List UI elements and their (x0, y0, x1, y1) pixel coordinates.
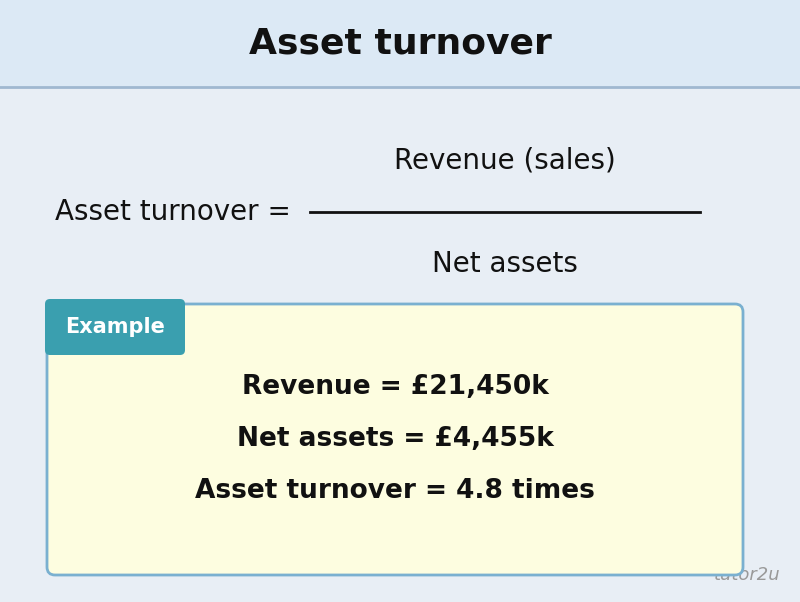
Bar (0, 0, 800, 87)
Text: Net assets = £4,455k: Net assets = £4,455k (237, 426, 554, 453)
Text: Asset turnover = 4.8 times: Asset turnover = 4.8 times (195, 479, 595, 504)
Text: Asset turnover =: Asset turnover = (55, 198, 291, 226)
Text: Revenue (sales): Revenue (sales) (394, 146, 616, 174)
FancyBboxPatch shape (47, 304, 743, 575)
Text: Example: Example (65, 317, 165, 337)
Text: Asset turnover: Asset turnover (249, 26, 551, 61)
Text: Revenue = £21,450k: Revenue = £21,450k (242, 374, 549, 400)
Text: tutor2u: tutor2u (714, 566, 780, 584)
FancyBboxPatch shape (45, 299, 185, 355)
Text: Net assets: Net assets (432, 250, 578, 278)
